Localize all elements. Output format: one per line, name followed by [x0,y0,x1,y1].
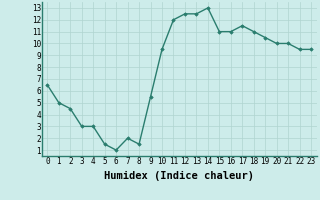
X-axis label: Humidex (Indice chaleur): Humidex (Indice chaleur) [104,171,254,181]
